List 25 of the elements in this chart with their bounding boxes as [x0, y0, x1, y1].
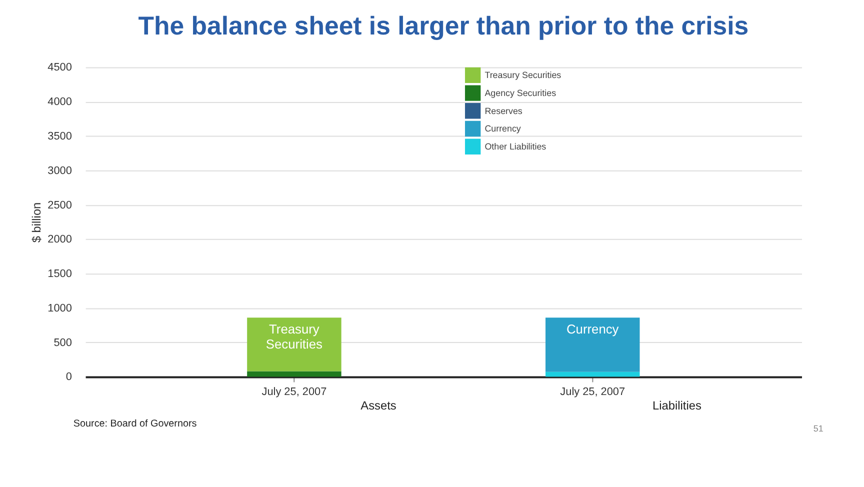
- text: Liabilities: [652, 398, 702, 412]
- x-tick-label: July 25, 2007: [560, 386, 626, 398]
- x-tick-label: July 25, 2007: [262, 386, 327, 398]
- y-tick-label: 500: [54, 336, 72, 349]
- legend-label: Other Liabilities: [484, 142, 547, 152]
- legend-label: Treasury Securities: [484, 70, 562, 80]
- text: Assets: [360, 398, 396, 412]
- y-tick-label: 3500: [48, 130, 72, 143]
- chart-title: The balance sheet is larger than prior to the crisis: [138, 12, 749, 41]
- source-note: Source: Board of Governors: [73, 418, 197, 430]
- y-tick-label: 2500: [48, 199, 72, 212]
- y-axis-title: $ billion: [30, 202, 44, 243]
- y-tick-label: 0: [66, 371, 72, 384]
- y-tick-label: 4500: [48, 62, 72, 74]
- text: Currency: [566, 321, 619, 336]
- legend-label: Reserves: [484, 106, 523, 116]
- y-tick-label: 2000: [48, 234, 72, 246]
- y-tick-label: 3000: [48, 164, 72, 177]
- legend-label: Currency: [484, 124, 522, 134]
- text: 51: [813, 423, 824, 434]
- legend-label: Agency Securities: [484, 88, 557, 98]
- y-tick-label: 4000: [48, 96, 72, 108]
- text: Treasury Securities: [266, 321, 322, 352]
- y-tick-label: 1000: [48, 302, 72, 314]
- y-tick-label: 1500: [48, 268, 72, 280]
